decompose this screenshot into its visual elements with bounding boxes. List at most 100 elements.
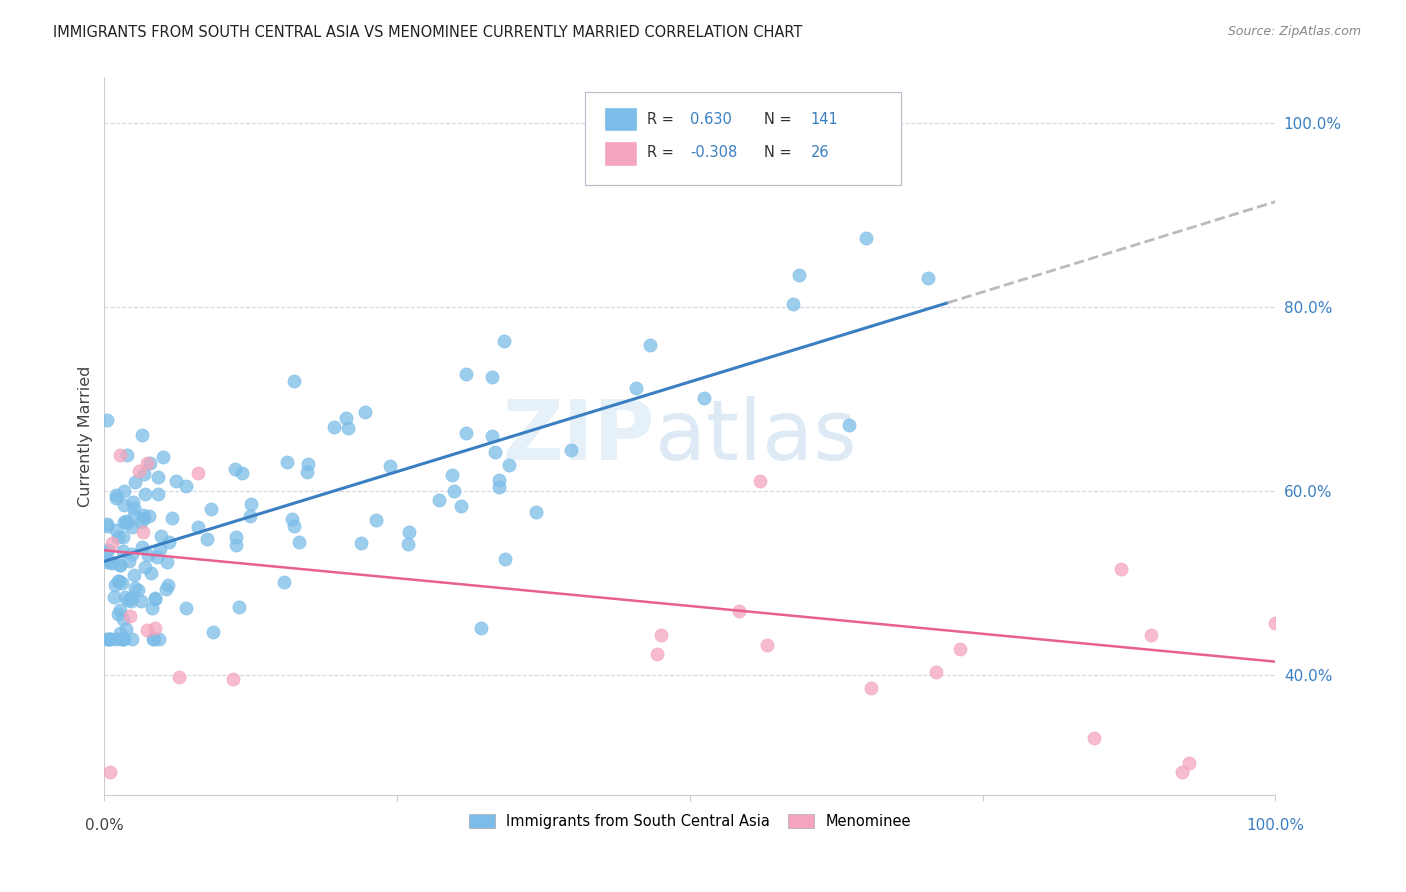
Point — [148, 487, 170, 501]
Point — [122, 568, 145, 582]
Point — [134, 467, 156, 481]
Point — [105, 523, 128, 537]
Point — [240, 497, 263, 511]
Point — [111, 612, 134, 626]
Point — [174, 601, 197, 615]
Text: R =: R = — [647, 145, 678, 161]
Text: 141: 141 — [810, 112, 838, 127]
Point — [112, 515, 135, 529]
Point — [108, 603, 131, 617]
Point — [97, 632, 120, 646]
Point — [120, 593, 142, 607]
Point — [121, 520, 143, 534]
Point — [118, 609, 141, 624]
Point — [225, 538, 247, 552]
Point — [143, 591, 166, 605]
Point — [378, 459, 401, 474]
Text: atlas: atlas — [655, 396, 856, 476]
Text: Source: ZipAtlas.com: Source: ZipAtlas.com — [1227, 25, 1361, 38]
Point — [167, 670, 190, 684]
Point — [107, 607, 129, 622]
Point — [481, 369, 503, 384]
Point — [136, 456, 159, 470]
Point — [454, 368, 477, 382]
Point — [121, 590, 143, 604]
Point — [101, 536, 124, 550]
FancyBboxPatch shape — [605, 107, 637, 131]
Point — [145, 549, 167, 564]
Point — [138, 509, 160, 524]
Point — [112, 632, 135, 646]
Point — [456, 426, 478, 441]
Point — [96, 516, 118, 531]
Point — [855, 231, 877, 245]
Point — [124, 475, 146, 490]
Point — [222, 673, 245, 687]
Point — [132, 510, 155, 524]
Point — [201, 625, 224, 640]
Point — [98, 632, 121, 646]
Point — [111, 632, 134, 646]
Text: 0.0%: 0.0% — [84, 818, 124, 833]
Point — [150, 529, 173, 543]
Point — [122, 508, 145, 522]
Point — [187, 519, 209, 533]
Point — [111, 576, 134, 591]
Point — [224, 461, 246, 475]
Point — [111, 632, 134, 646]
Text: IMMIGRANTS FROM SOUTH CENTRAL ASIA VS MENOMINEE CURRENTLY MARRIED CORRELATION CH: IMMIGRANTS FROM SOUTH CENTRAL ASIA VS ME… — [53, 25, 803, 40]
Point — [122, 501, 145, 516]
Point — [136, 548, 159, 562]
Point — [115, 448, 138, 462]
Point — [121, 632, 143, 646]
Point — [145, 592, 167, 607]
Point — [98, 632, 121, 646]
Point — [96, 632, 118, 646]
Text: N =: N = — [763, 112, 796, 127]
Point — [108, 558, 131, 572]
Point — [149, 541, 172, 556]
Point — [100, 556, 122, 570]
FancyBboxPatch shape — [605, 141, 637, 166]
Point — [107, 574, 129, 588]
Point — [97, 543, 120, 558]
Y-axis label: Currently Married: Currently Married — [79, 366, 93, 507]
Point — [481, 429, 503, 443]
Text: R =: R = — [647, 112, 678, 127]
Point — [121, 547, 143, 561]
Point — [127, 583, 149, 598]
Point — [728, 604, 751, 618]
Point — [427, 493, 450, 508]
Point — [228, 600, 250, 615]
Point — [129, 593, 152, 607]
Point — [96, 555, 118, 569]
Point — [350, 536, 373, 550]
Point — [925, 665, 948, 680]
Point — [283, 518, 305, 533]
Point — [440, 467, 463, 482]
Point — [495, 552, 517, 566]
Point — [142, 632, 165, 646]
Text: 100.0%: 100.0% — [1247, 818, 1305, 833]
Point — [111, 530, 134, 544]
Point — [148, 632, 170, 646]
Point — [749, 474, 772, 488]
Point — [524, 505, 547, 519]
Point — [128, 464, 150, 478]
FancyBboxPatch shape — [585, 92, 901, 185]
Point — [136, 623, 159, 637]
Point — [323, 419, 346, 434]
Point — [146, 469, 169, 483]
Point — [96, 519, 118, 533]
Point — [492, 334, 515, 348]
Point — [117, 592, 139, 607]
Point — [1140, 628, 1163, 642]
Point — [1083, 731, 1105, 745]
Point — [273, 575, 295, 590]
Point — [118, 554, 141, 568]
Point — [98, 765, 121, 780]
Point — [131, 541, 153, 555]
Point — [139, 456, 162, 470]
Point — [134, 487, 156, 501]
Text: 26: 26 — [810, 145, 830, 161]
